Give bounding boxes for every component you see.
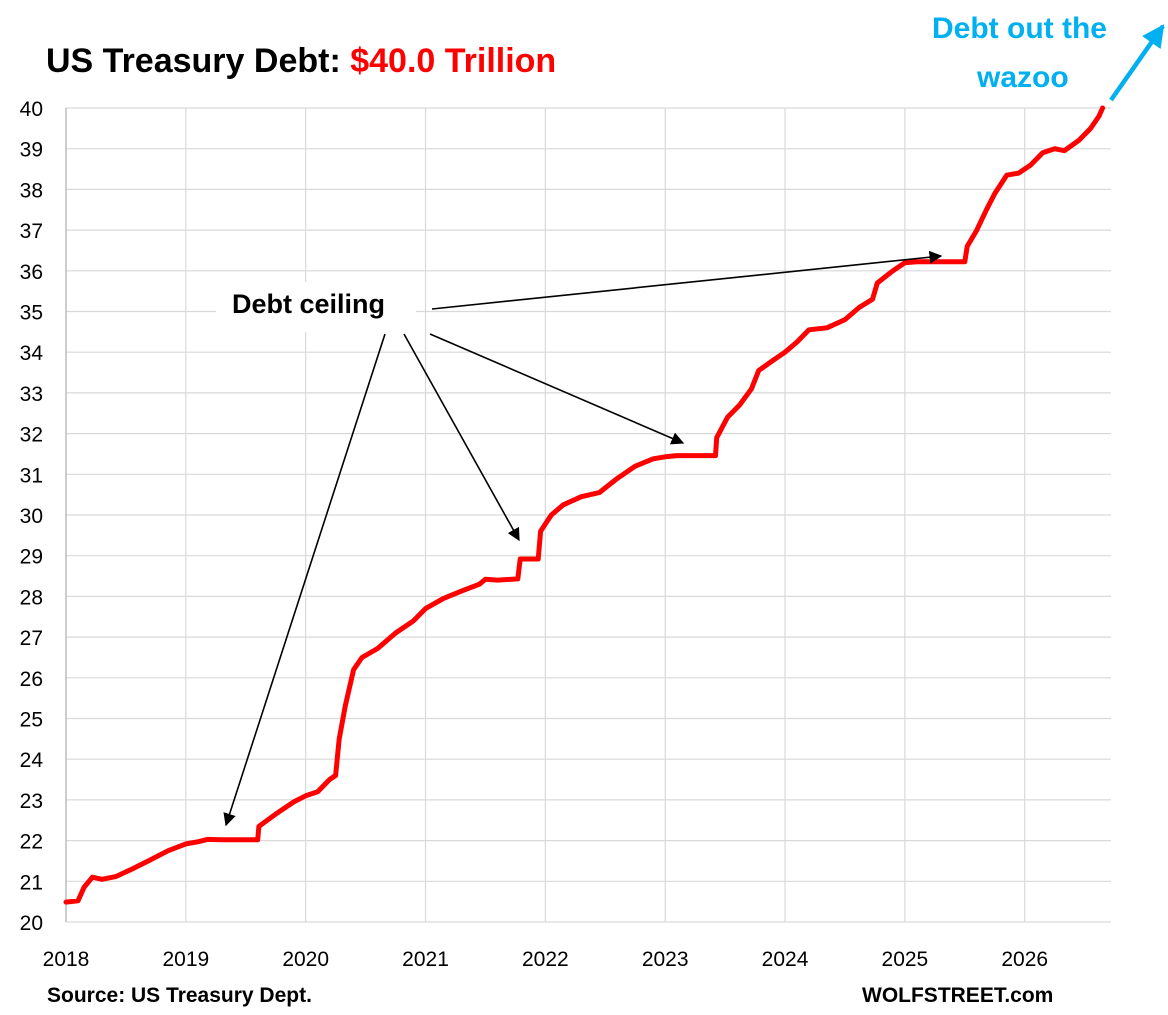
y-tick-label: 26 bbox=[20, 668, 43, 691]
y-tick-label: 39 bbox=[20, 139, 43, 162]
wazoo-label-line2: wazoo bbox=[976, 61, 1069, 94]
y-tick-label: 33 bbox=[20, 383, 43, 406]
y-tick-label: 32 bbox=[20, 424, 43, 447]
debt-ceiling-label-box bbox=[216, 282, 416, 332]
debt-ceiling-arrow-2023 bbox=[429, 333, 685, 445]
debt-ceiling-label: Debt ceiling bbox=[232, 289, 385, 319]
y-tick-label: 24 bbox=[20, 749, 44, 772]
y-tick-label: 30 bbox=[20, 505, 43, 528]
y-tick-label: 31 bbox=[20, 464, 43, 487]
title-highlight: $40.0 Trillion bbox=[350, 42, 556, 80]
y-tick-label: 29 bbox=[20, 546, 43, 569]
y-tick-label: 38 bbox=[20, 179, 43, 202]
debt-ceiling-arrow-2019 bbox=[223, 333, 386, 827]
debt-ceiling-arrow-2021 bbox=[403, 333, 520, 542]
y-tick-label: 28 bbox=[20, 586, 43, 609]
x-tick-label: 2025 bbox=[882, 948, 929, 971]
tick-labels: 2021222324252627282930313233343536373839… bbox=[20, 98, 1048, 971]
y-tick-label: 34 bbox=[20, 342, 44, 365]
title-prefix: US Treasury Debt: bbox=[46, 42, 350, 80]
x-tick-label: 2018 bbox=[43, 948, 90, 971]
debt-series-line bbox=[63, 105, 1106, 905]
x-tick-label: 2019 bbox=[162, 948, 209, 971]
x-tick-label: 2026 bbox=[1001, 948, 1048, 971]
brand-watermark: WOLFSTREET.com bbox=[862, 984, 1053, 1007]
wazoo-label-line1: Debt out the bbox=[932, 12, 1107, 45]
x-tick-label: 2022 bbox=[522, 948, 569, 971]
y-tick-label: 36 bbox=[20, 261, 43, 284]
x-tick-label: 2024 bbox=[762, 948, 809, 971]
y-tick-label: 20 bbox=[20, 912, 43, 935]
wazoo-arrow bbox=[1109, 24, 1165, 102]
series-layer bbox=[63, 105, 1106, 905]
y-tick-label: 27 bbox=[20, 627, 43, 650]
grid-layer bbox=[65, 107, 1111, 923]
y-tick-label: 37 bbox=[20, 220, 43, 243]
y-tick-label: 25 bbox=[20, 709, 43, 732]
debt-ceiling-arrow-2025 bbox=[431, 250, 943, 310]
chart-title: US Treasury Debt: $40.0 Trillion bbox=[46, 42, 556, 80]
source-note: Source: US Treasury Dept. bbox=[47, 984, 312, 1007]
y-tick-label: 40 bbox=[20, 98, 43, 121]
y-tick-label: 22 bbox=[20, 831, 43, 854]
y-tick-label: 21 bbox=[20, 871, 43, 894]
y-tick-label: 23 bbox=[20, 790, 43, 813]
x-tick-label: 2023 bbox=[642, 948, 689, 971]
x-tick-label: 2021 bbox=[402, 948, 449, 971]
y-tick-label: 35 bbox=[20, 302, 43, 325]
x-tick-label: 2020 bbox=[282, 948, 329, 971]
